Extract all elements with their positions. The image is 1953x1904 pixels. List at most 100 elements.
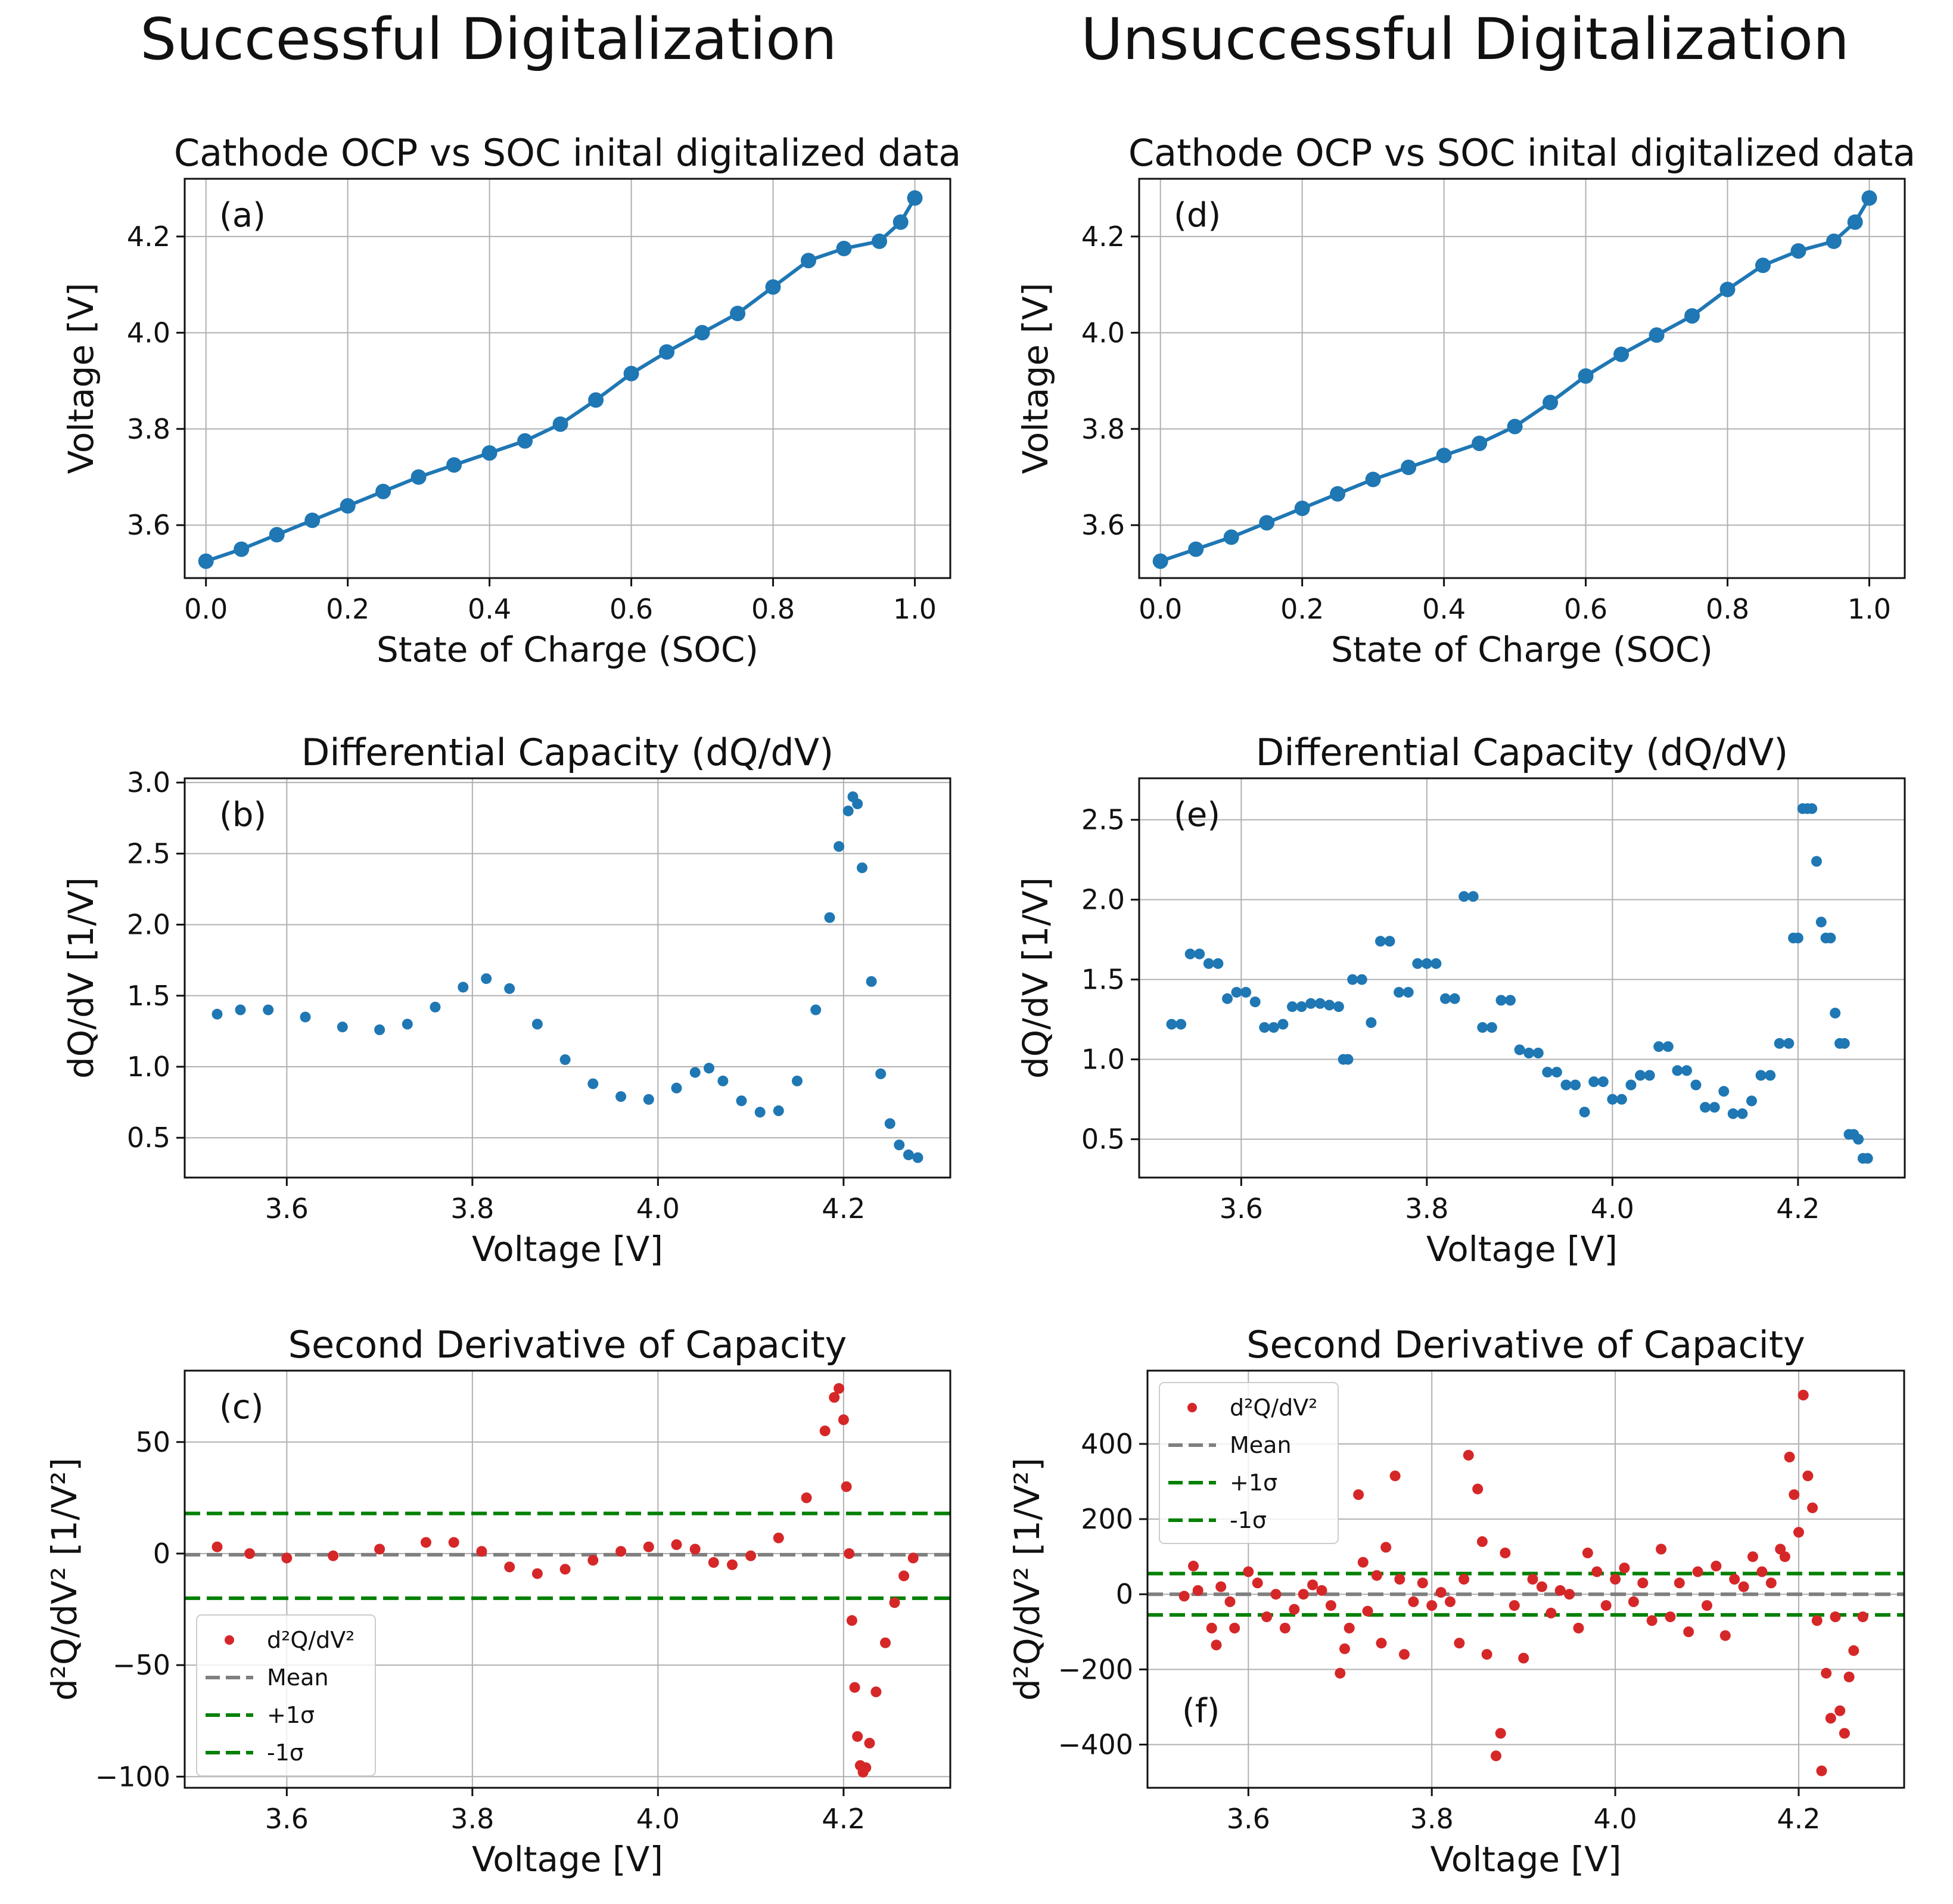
chart-e-point-40 bbox=[1523, 1048, 1535, 1058]
chart-f-point-77 bbox=[1793, 1527, 1804, 1538]
chart-f-legend-label-1: Mean bbox=[1230, 1432, 1292, 1458]
chart-c-xtick-label-1: 3.8 bbox=[450, 1803, 494, 1835]
chart-f-point-61 bbox=[1665, 1611, 1676, 1623]
chart-e-point-3 bbox=[1194, 948, 1205, 959]
chart-c-legend-label-1: Mean bbox=[267, 1664, 329, 1691]
chart-b-point-11 bbox=[531, 1018, 543, 1030]
chart-a-point-20 bbox=[892, 214, 909, 230]
chart-f-ytick-label-4: 400 bbox=[1081, 1428, 1133, 1460]
chart-e-panel-label: (e) bbox=[1174, 796, 1220, 834]
chart-f-point-34 bbox=[1445, 1596, 1456, 1607]
chart-b-point-32 bbox=[875, 1068, 887, 1079]
chart-a-point-2 bbox=[269, 527, 285, 543]
chart-f-point-83 bbox=[1821, 1667, 1832, 1679]
chart-c-point-36 bbox=[889, 1597, 900, 1608]
chart-a-ytick-label-1: 3.8 bbox=[127, 413, 170, 445]
chart-e-point-64 bbox=[1746, 1095, 1757, 1107]
chart-a-point-14 bbox=[694, 325, 710, 341]
chart-d-point-9 bbox=[1472, 436, 1488, 451]
chart-f-point-88 bbox=[1843, 1672, 1855, 1682]
chart-e-point-80 bbox=[1839, 1038, 1850, 1049]
chart-e-point-74 bbox=[1811, 856, 1822, 867]
chart-c-ytick-label-0: −100 bbox=[95, 1760, 170, 1793]
chart-e-point-42 bbox=[1542, 1067, 1553, 1078]
chart-e-point-20 bbox=[1342, 1054, 1354, 1065]
chart-e-point-51 bbox=[1625, 1079, 1637, 1091]
chart-f-point-2 bbox=[1192, 1585, 1203, 1596]
chart-e-point-33 bbox=[1458, 891, 1470, 902]
chart-f-point-12 bbox=[1279, 1623, 1290, 1633]
chart-f-legend-marker-0 bbox=[1187, 1403, 1197, 1412]
chart-c-ytick-label-1: −50 bbox=[113, 1649, 170, 1681]
chart-e-point-78 bbox=[1830, 1008, 1841, 1018]
chart-e-xtick-label-2: 4.0 bbox=[1591, 1192, 1634, 1225]
chart-f-ytick-label-3: 200 bbox=[1081, 1503, 1133, 1535]
chart-d-series-line-0 bbox=[1159, 197, 1871, 563]
chart-f-point-82 bbox=[1816, 1765, 1827, 1776]
chart-b-ytick-label-4: 2.5 bbox=[127, 837, 170, 869]
chart-c-point-0 bbox=[212, 1541, 223, 1552]
chart-c-legend-box bbox=[196, 1614, 376, 1776]
chart-e-point-38 bbox=[1505, 995, 1516, 1006]
chart-e-point-23 bbox=[1366, 1017, 1377, 1028]
chart-f-point-59 bbox=[1646, 1615, 1657, 1626]
chart-e-point-48 bbox=[1597, 1076, 1609, 1088]
chart-b-point-29 bbox=[852, 798, 863, 809]
chart-f-ytick-label-1: −200 bbox=[1058, 1653, 1133, 1685]
chart-b-point-21 bbox=[754, 1107, 766, 1118]
chart-e-point-7 bbox=[1231, 987, 1242, 998]
chart-f-point-29 bbox=[1399, 1649, 1410, 1660]
chart-f-point-58 bbox=[1637, 1577, 1649, 1589]
chart-e-point-32 bbox=[1449, 993, 1460, 1004]
chart-d-point-20 bbox=[1847, 214, 1863, 230]
chart-f-point-37 bbox=[1463, 1449, 1474, 1461]
chart-f-point-28 bbox=[1394, 1574, 1405, 1585]
chart-f-panel-label: (f) bbox=[1182, 1692, 1220, 1731]
chart-e-point-36 bbox=[1486, 1022, 1497, 1033]
chart-f-point-0 bbox=[1178, 1591, 1190, 1602]
chart-f-point-76 bbox=[1789, 1489, 1800, 1501]
chart-c-point-3 bbox=[328, 1550, 339, 1561]
chart-e-point-58 bbox=[1690, 1079, 1702, 1091]
chart-f-point-86 bbox=[1834, 1705, 1846, 1716]
chart-e-point-50 bbox=[1616, 1094, 1627, 1105]
chart-f-point-65 bbox=[1702, 1600, 1712, 1611]
chart-e-point-68 bbox=[1783, 1038, 1795, 1049]
chart-f-point-47 bbox=[1536, 1581, 1547, 1592]
chart-d-ytick-label-1: 3.8 bbox=[1081, 413, 1125, 445]
chart-c-xlabel: Voltage [V] bbox=[472, 1839, 663, 1880]
chart-c-xtick-label-2: 4.0 bbox=[636, 1803, 680, 1835]
chart-e-point-44 bbox=[1560, 1079, 1572, 1091]
chart-f-point-42 bbox=[1495, 1728, 1506, 1739]
chart-b-xtick-label-3: 4.2 bbox=[822, 1192, 865, 1225]
chart-f-point-39 bbox=[1476, 1536, 1488, 1547]
chart-d-point-14 bbox=[1649, 327, 1665, 343]
chart-f-point-48 bbox=[1545, 1607, 1557, 1619]
right-column-heading: Unsuccessful Digitalization bbox=[1081, 6, 1849, 73]
chart-d-title: Cathode OCP vs SOC inital digitalized da… bbox=[1128, 131, 1915, 175]
chart-f-point-13 bbox=[1289, 1604, 1300, 1615]
chart-e-point-31 bbox=[1440, 993, 1451, 1004]
chart-b-point-33 bbox=[884, 1118, 895, 1129]
chart-b-point-27 bbox=[842, 805, 854, 816]
chart-a-xtick-label-3: 0.6 bbox=[609, 593, 653, 625]
chart-c-xtick-label-0: 3.6 bbox=[265, 1803, 309, 1835]
chart-e-point-62 bbox=[1727, 1108, 1739, 1119]
chart-f-point-19 bbox=[1339, 1643, 1350, 1654]
chart-f-point-16 bbox=[1316, 1585, 1327, 1596]
chart-c-point-37 bbox=[898, 1570, 910, 1582]
chart-b-point-19 bbox=[717, 1075, 729, 1086]
chart-e-point-53 bbox=[1644, 1070, 1655, 1081]
chart-a-point-13 bbox=[659, 344, 675, 360]
chart-c-point-6 bbox=[448, 1537, 459, 1548]
chart-d: 0.0 0.2 0.4 0.6 0.8 1.0 3.6 3.8 4.0 4.2 Cathode OC… bbox=[1015, 131, 1915, 670]
chart-b-ytick-label-1: 1.0 bbox=[127, 1051, 170, 1083]
chart-e-point-65 bbox=[1755, 1070, 1767, 1081]
chart-b-point-26 bbox=[834, 841, 845, 852]
chart-f-point-90 bbox=[1857, 1611, 1868, 1623]
chart-a-point-15 bbox=[730, 306, 746, 321]
chart-e-point-28 bbox=[1412, 958, 1423, 969]
chart-c-point-23 bbox=[834, 1383, 845, 1394]
chart-a-point-17 bbox=[801, 253, 816, 269]
